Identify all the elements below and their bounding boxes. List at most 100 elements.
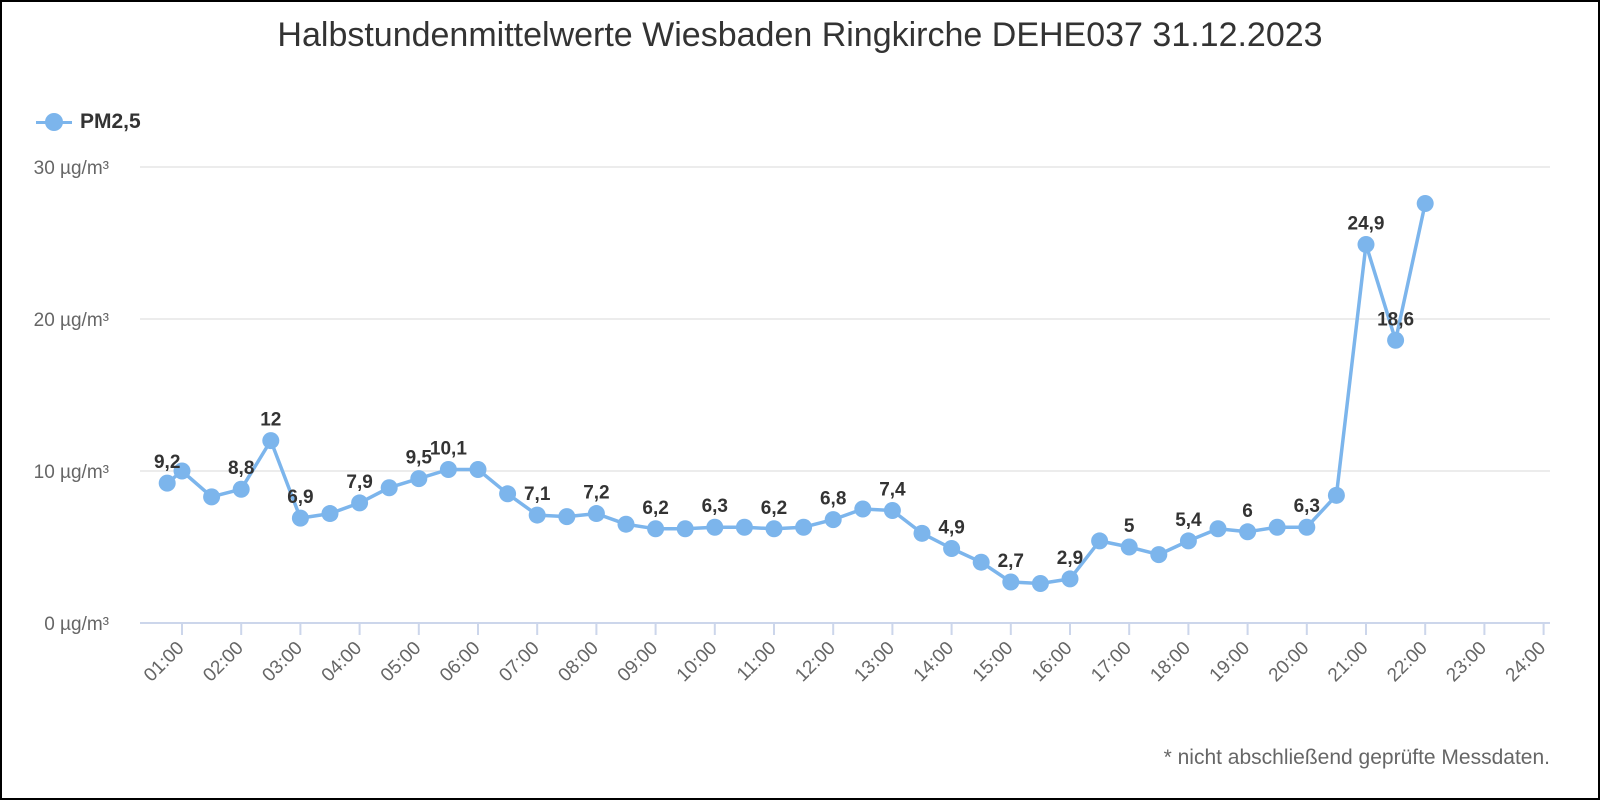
data-point[interactable] <box>1327 486 1345 504</box>
x-tick-label: 17:00 <box>1087 638 1135 686</box>
grid-layer <box>140 166 1550 472</box>
data-point[interactable] <box>1031 574 1049 592</box>
data-point[interactable] <box>913 524 931 542</box>
x-tick-label: 02:00 <box>199 638 247 686</box>
data-point[interactable] <box>1298 518 1316 536</box>
data-point[interactable] <box>232 480 250 498</box>
x-tick-label: 01:00 <box>140 638 188 686</box>
x-tick-label: 09:00 <box>614 638 662 686</box>
data-point[interactable] <box>587 505 605 523</box>
data-point[interactable] <box>676 520 694 538</box>
data-label: 7,4 <box>879 480 906 501</box>
data-label: 7,2 <box>583 483 609 504</box>
legend-marker-icon <box>36 112 72 132</box>
data-point[interactable] <box>1061 570 1079 588</box>
data-point[interactable] <box>1357 236 1375 254</box>
data-point[interactable] <box>765 520 783 538</box>
x-axis <box>140 622 1550 635</box>
data-point[interactable] <box>558 508 576 526</box>
data-point[interactable] <box>469 460 487 478</box>
data-point[interactable] <box>1268 518 1286 536</box>
data-point[interactable] <box>173 462 191 480</box>
data-label: 6 <box>1242 501 1253 522</box>
data-point[interactable] <box>943 540 961 558</box>
data-point[interactable] <box>735 518 753 536</box>
data-point[interactable] <box>410 470 428 488</box>
data-point[interactable] <box>883 502 901 520</box>
data-point[interactable] <box>1091 532 1109 550</box>
y-tick-label: 10 µg/m³ <box>34 462 109 483</box>
data-point[interactable] <box>203 488 221 506</box>
x-tick-label: 06:00 <box>436 638 484 686</box>
data-label: 2,9 <box>1057 548 1083 569</box>
data-point[interactable] <box>824 511 842 529</box>
x-tick-label: 11:00 <box>733 638 780 685</box>
data-point[interactable] <box>291 509 309 527</box>
data-point[interactable] <box>439 460 457 478</box>
x-axis-labels: 01:00 02:00 03:00 04:00 05:00 06:00 07:00 08:00… <box>140 638 1550 686</box>
data-point[interactable] <box>528 506 546 524</box>
data-label: 6,9 <box>287 487 313 508</box>
data-point[interactable] <box>706 518 724 536</box>
data-point[interactable] <box>1209 520 1227 538</box>
x-tick-label: 14:00 <box>910 638 958 686</box>
data-label: 24,9 <box>1348 214 1385 235</box>
data-point[interactable] <box>854 500 872 518</box>
data-point[interactable] <box>1150 546 1168 564</box>
x-tick-label: 03:00 <box>258 638 306 686</box>
series-pm25 <box>158 194 1434 592</box>
data-label: 5,4 <box>1175 510 1202 531</box>
data-label: 6,8 <box>820 489 846 510</box>
data-point[interactable] <box>262 432 280 450</box>
data-label: 2,7 <box>998 551 1024 572</box>
x-tick-label: 07:00 <box>495 638 543 686</box>
data-labels: 9,2 8,8 12 6,9 7,9 9,510,1 7,1 7,2 6,2 6,3 6,2 6,8 7… <box>154 214 1414 572</box>
data-label: 6,3 <box>1294 496 1320 517</box>
data-point[interactable] <box>380 479 398 497</box>
data-label: 7,9 <box>346 472 372 493</box>
data-point[interactable] <box>351 494 369 512</box>
data-point[interactable] <box>617 515 635 533</box>
data-point[interactable] <box>1416 194 1434 212</box>
data-point[interactable] <box>1239 523 1257 541</box>
x-tick-label: 05:00 <box>377 638 425 686</box>
data-point[interactable] <box>1179 532 1197 550</box>
data-point[interactable] <box>1387 331 1405 349</box>
x-tick-label: 13:00 <box>850 638 898 686</box>
data-point[interactable] <box>1120 538 1138 556</box>
data-label: 5 <box>1124 516 1135 537</box>
x-tick-label: 18:00 <box>1146 638 1194 686</box>
data-label: 10,1 <box>430 438 467 459</box>
x-tick-label: 08:00 <box>554 638 602 686</box>
data-point[interactable] <box>158 474 176 492</box>
data-label: 8,8 <box>228 458 254 479</box>
y-tick-label: 0 µg/m³ <box>44 614 109 635</box>
legend-item-pm25[interactable]: PM2,5 <box>36 108 141 136</box>
data-point[interactable] <box>795 518 813 536</box>
x-tick-label: 20:00 <box>1265 638 1313 686</box>
data-label: 12 <box>260 410 281 431</box>
chart-title: Halbstundenmittelwerte Wiesbaden Ringkir… <box>277 16 1323 54</box>
x-tick-label: 21:00 <box>1324 638 1372 686</box>
x-tick-label: 22:00 <box>1383 638 1431 686</box>
data-point[interactable] <box>972 553 990 571</box>
data-point[interactable] <box>647 520 665 538</box>
data-label: 6,2 <box>642 498 668 519</box>
x-tick-label: 10:00 <box>673 638 721 686</box>
x-tick-label: 19:00 <box>1206 638 1254 686</box>
data-label: 9,5 <box>406 448 433 469</box>
data-label: 6,3 <box>702 496 728 517</box>
data-label: 4,9 <box>938 518 964 539</box>
x-tick-label: 12:00 <box>791 638 839 686</box>
data-point[interactable] <box>499 485 517 503</box>
x-tick-label: 15:00 <box>969 638 1017 686</box>
x-tick-label: 23:00 <box>1442 638 1490 686</box>
data-label: 6,2 <box>761 498 787 519</box>
x-tick-label: 16:00 <box>1028 638 1076 686</box>
y-tick-label: 30 µg/m³ <box>34 158 109 179</box>
data-point[interactable] <box>321 505 339 523</box>
data-point[interactable] <box>1002 573 1020 591</box>
legend-label: PM2,5 <box>80 110 141 133</box>
data-label: 18,6 <box>1377 309 1414 330</box>
